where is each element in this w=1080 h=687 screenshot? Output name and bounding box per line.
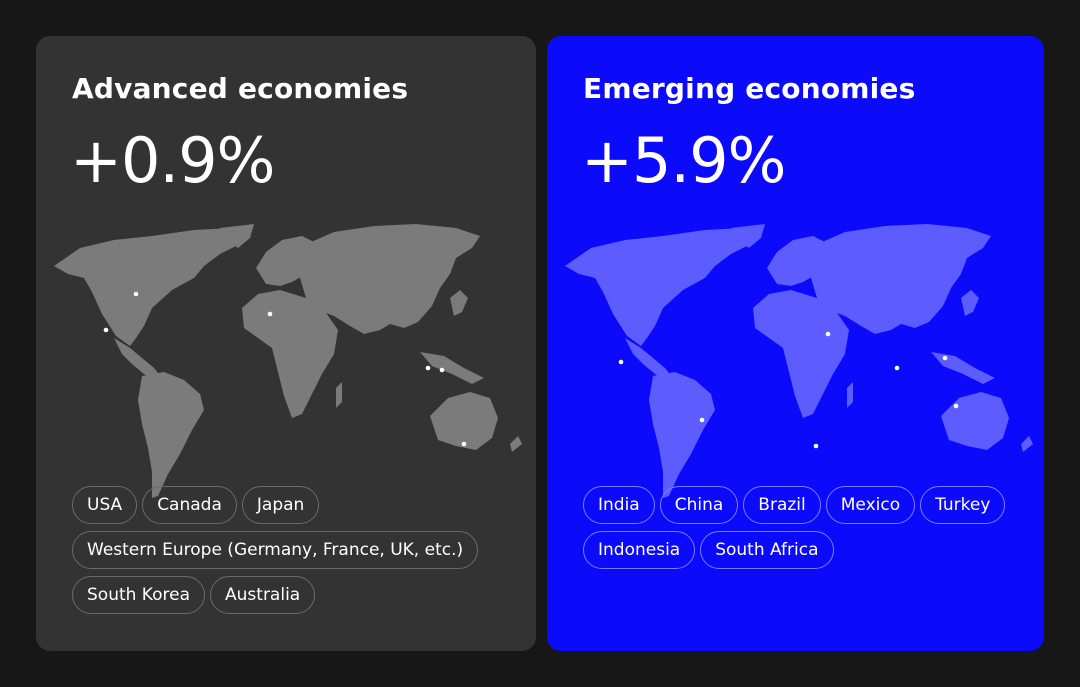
country-tags: India China Brazil Mexico Turkey Indones… <box>583 486 1023 569</box>
country-tag-japan: Japan <box>241 486 320 524</box>
country-tag-usa: USA <box>72 486 138 524</box>
country-tag-south-korea: South Korea <box>72 576 206 614</box>
country-tags: USA Canada Japan Western Europe (Germany… <box>72 486 512 614</box>
country-tag-indonesia: Indonesia <box>583 531 696 569</box>
country-tag-mexico: Mexico <box>825 486 916 524</box>
emerging-economies-card: Emerging economies +5.9% India <box>547 36 1044 651</box>
card-title: Emerging economies <box>583 72 916 105</box>
country-tag-turkey: Turkey <box>920 486 1006 524</box>
card-title: Advanced economies <box>72 72 409 105</box>
country-tag-brazil: Brazil <box>743 486 821 524</box>
world-map-icon <box>54 224 522 498</box>
country-tag-south-africa: South Africa <box>700 531 834 569</box>
country-tag-western-europe: Western Europe (Germany, France, UK, etc… <box>72 531 479 569</box>
advanced-economies-card: Advanced economies +0.9% <box>36 36 536 651</box>
country-tag-china: China <box>659 486 739 524</box>
country-tag-india: India <box>583 486 655 524</box>
country-tag-canada: Canada <box>142 486 237 524</box>
growth-value: +0.9% <box>70 124 275 197</box>
world-map-icon <box>565 224 1033 498</box>
country-tag-australia: Australia <box>210 576 316 614</box>
growth-value: +5.9% <box>581 124 786 197</box>
